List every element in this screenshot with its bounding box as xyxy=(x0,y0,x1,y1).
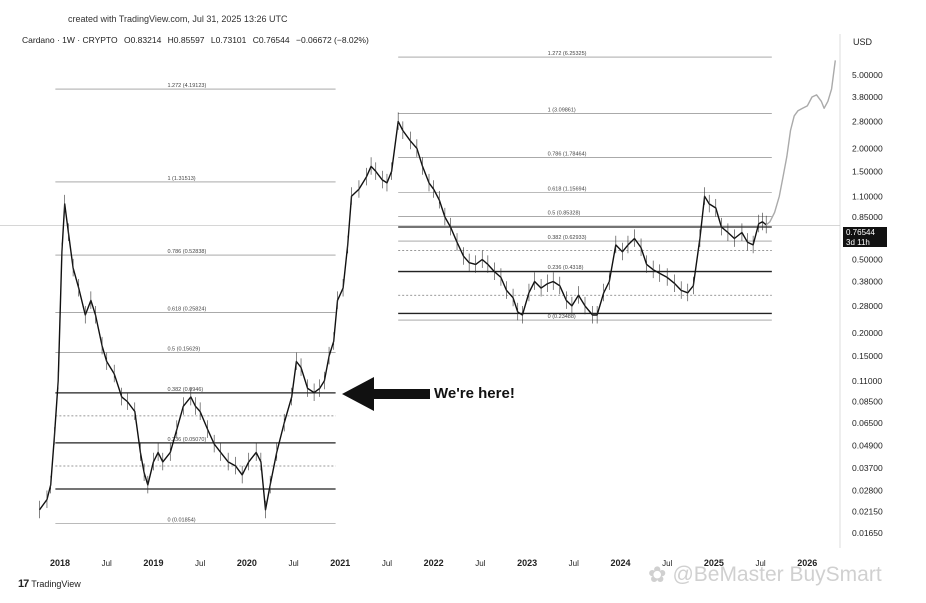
fib-level-label: 0.5 (0.85328) xyxy=(548,211,581,217)
fib-level-label: 0 (0.23488) xyxy=(548,314,576,320)
tradingview-logo-icon: 17 xyxy=(18,578,29,590)
projection-line xyxy=(765,60,836,226)
y-tick-label: 0.15000 xyxy=(852,351,883,361)
x-tick-label: Jul xyxy=(662,559,672,568)
x-tick-label: Jul xyxy=(475,559,485,568)
y-tick-label: 0.08500 xyxy=(852,396,883,406)
current-price-value: 0.76544 xyxy=(846,228,875,237)
fib-level-label: 0.236 (0.4318) xyxy=(548,265,584,271)
x-tick-label: 2022 xyxy=(424,558,444,568)
y-tick-label: 1.10000 xyxy=(852,191,883,201)
x-tick-label: 2019 xyxy=(143,558,163,568)
bar-countdown: 3d 11h xyxy=(846,237,870,247)
x-tick-label: 2018 xyxy=(50,558,70,568)
x-tick-label: 2021 xyxy=(330,558,350,568)
fib-level-label: 1.272 (4.19123) xyxy=(167,83,206,89)
x-tick-label: 2020 xyxy=(237,558,257,568)
symbol-name[interactable]: Cardano · 1W · CRYPTO xyxy=(22,35,118,45)
fib-level-label: 1 (3.09861) xyxy=(548,107,576,113)
watermark: ✿ @BeMaster BuySmart xyxy=(648,562,882,588)
ohlc-high: H0.85597 xyxy=(167,35,205,45)
y-tick-label: 2.00000 xyxy=(852,143,883,153)
fib-level-label: 0.382 (0.0946) xyxy=(167,387,203,393)
y-tick-label: 3.80000 xyxy=(852,92,883,102)
fib-level-label: 0.382 (0.62933) xyxy=(548,235,587,241)
currency-label[interactable]: USD xyxy=(853,37,873,47)
tradingview-brand[interactable]: 17 TradingView xyxy=(18,578,81,590)
y-tick-label: 0.01650 xyxy=(852,528,883,538)
ohlc-open: O0.83214 xyxy=(123,35,162,45)
flower-logo-icon: ✿ xyxy=(648,562,667,587)
fib-level-label: 1 (1.31513) xyxy=(167,176,195,182)
y-tick-label: 5.00000 xyxy=(852,70,883,80)
y-tick-label: 0.03700 xyxy=(852,463,883,473)
current-price-tag: 0.76544 3d 11h xyxy=(843,227,887,247)
y-tick-label: 0.28000 xyxy=(852,301,883,311)
ohlc-low: L0.73101 xyxy=(210,35,247,45)
y-tick-label: 0.02150 xyxy=(852,507,883,517)
y-tick-label: 0.06500 xyxy=(852,418,883,428)
y-tick-label: 0.38000 xyxy=(852,276,883,286)
x-tick-label: Jul xyxy=(755,559,765,568)
x-tick-label: 2024 xyxy=(610,558,630,568)
y-tick-label: 0.11000 xyxy=(852,376,882,386)
x-tick-label: Jul xyxy=(382,559,392,568)
x-tick-label: 2026 xyxy=(797,558,817,568)
fib-level-label: 1.272 (6.25325) xyxy=(548,51,587,57)
watermark-text: @BeMaster BuySmart xyxy=(672,563,882,586)
x-tick-label: Jul xyxy=(288,559,298,568)
fib-level-label: 0.618 (0.25824) xyxy=(167,306,206,312)
x-tick-label: Jul xyxy=(102,559,112,568)
arrow-left-icon xyxy=(342,377,430,411)
x-tick-label: Jul xyxy=(195,559,205,568)
y-tick-label: 0.04900 xyxy=(852,441,883,451)
y-tick-label: 1.50000 xyxy=(852,166,883,176)
fib-level-label: 0.786 (0.52838) xyxy=(167,249,206,255)
y-tick-label: 0.20000 xyxy=(852,328,883,338)
fib-level-label: 0.236 (0.05070) xyxy=(167,437,206,443)
y-tick-label: 0.85000 xyxy=(852,212,883,222)
ohlc-close: C0.76544 xyxy=(252,35,290,45)
fib-level-label: 0.5 (0.15629) xyxy=(167,347,200,353)
price-line xyxy=(38,120,767,511)
y-tick-label: 2.80000 xyxy=(852,116,883,126)
fib-level-label: 0 (0.01854) xyxy=(167,517,195,523)
created-note: created with TradingView.com, Jul 31, 20… xyxy=(68,14,288,24)
y-tick-label: 0.50000 xyxy=(852,254,883,264)
fib-level-label: 0.618 (1.15694) xyxy=(548,186,587,192)
symbol-info: Cardano · 1W · CRYPTO O0.83214 H0.85597 … xyxy=(22,35,373,45)
fib-level-label: 0.786 (1.78464) xyxy=(548,152,587,158)
y-tick-label: 0.02800 xyxy=(852,485,883,495)
x-tick-label: 2023 xyxy=(517,558,537,568)
annotation-text: We're here! xyxy=(434,385,515,402)
x-tick-label: Jul xyxy=(569,559,579,568)
brand-name: TradingView xyxy=(31,579,81,589)
ohlc-change: −0.06672 (−8.02%) xyxy=(296,35,369,45)
x-tick-label: 2025 xyxy=(704,558,724,568)
